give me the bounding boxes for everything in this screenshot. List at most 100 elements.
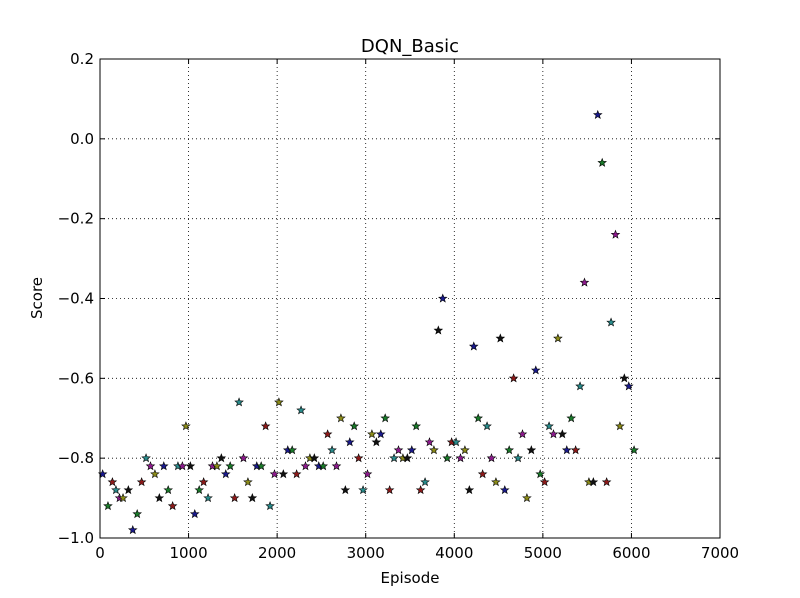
data-point bbox=[380, 413, 390, 423]
data-point bbox=[588, 477, 599, 487]
x-tick-label: 3000 bbox=[347, 544, 385, 562]
data-point bbox=[185, 461, 196, 471]
data-point bbox=[194, 485, 204, 495]
data-point bbox=[486, 453, 497, 463]
data-point bbox=[322, 429, 333, 439]
data-point bbox=[216, 453, 227, 463]
data-point bbox=[575, 381, 585, 391]
data-point bbox=[451, 437, 461, 447]
y-tick-label: 0.0 bbox=[70, 130, 94, 148]
y-tick-label: 0.2 bbox=[70, 50, 94, 68]
data-point bbox=[553, 333, 563, 343]
data-point bbox=[278, 469, 289, 479]
data-point bbox=[393, 445, 404, 455]
data-point bbox=[429, 445, 439, 455]
data-point bbox=[570, 445, 581, 455]
data-point bbox=[420, 477, 430, 487]
x-tick-label: 0 bbox=[95, 544, 105, 562]
data-point bbox=[557, 429, 568, 439]
data-point bbox=[327, 445, 337, 455]
data-point bbox=[103, 501, 113, 511]
data-point bbox=[597, 157, 607, 167]
data-point bbox=[384, 485, 395, 495]
data-point bbox=[535, 469, 545, 479]
data-point bbox=[189, 509, 200, 519]
data-point bbox=[411, 421, 421, 431]
data-point bbox=[460, 445, 470, 455]
data-point bbox=[495, 333, 506, 343]
data-point bbox=[402, 453, 413, 463]
data-point bbox=[473, 413, 483, 423]
data-point bbox=[234, 397, 244, 407]
data-point bbox=[141, 453, 151, 463]
data-point bbox=[274, 397, 284, 407]
data-point bbox=[118, 493, 128, 503]
y-axis-label: Score bbox=[28, 277, 46, 319]
data-points bbox=[97, 109, 639, 535]
data-point bbox=[247, 493, 258, 503]
data-point bbox=[340, 485, 351, 495]
y-tick-label: −0.2 bbox=[58, 210, 94, 228]
y-axis-ticks: −1.0 −0.8 −0.6 −0.4 −0.2 0.0 0.2 bbox=[58, 50, 720, 547]
data-point bbox=[167, 501, 178, 511]
data-point bbox=[371, 437, 382, 447]
data-point bbox=[477, 469, 488, 479]
data-point bbox=[615, 421, 625, 431]
data-point bbox=[437, 293, 448, 303]
data-point bbox=[344, 437, 355, 447]
x-tick-label: 7000 bbox=[701, 544, 739, 562]
data-point bbox=[203, 493, 213, 503]
data-point bbox=[406, 445, 417, 455]
data-point bbox=[362, 469, 373, 479]
data-point bbox=[610, 229, 621, 239]
data-point bbox=[468, 341, 479, 351]
chart-title: DQN_Basic bbox=[361, 36, 459, 57]
data-point bbox=[260, 421, 271, 431]
data-point bbox=[619, 373, 630, 383]
data-point bbox=[296, 405, 306, 415]
data-point bbox=[623, 381, 634, 391]
data-point bbox=[256, 461, 266, 471]
data-point bbox=[579, 277, 590, 287]
data-point bbox=[415, 485, 426, 495]
data-point bbox=[499, 485, 510, 495]
data-point bbox=[539, 477, 550, 487]
y-tick-label: −0.4 bbox=[58, 290, 94, 308]
data-point bbox=[111, 485, 121, 495]
data-point bbox=[127, 524, 138, 535]
data-point bbox=[265, 501, 275, 511]
data-point bbox=[513, 453, 523, 463]
data-point bbox=[455, 453, 466, 463]
data-point bbox=[287, 445, 297, 455]
data-point bbox=[561, 445, 572, 455]
data-point bbox=[238, 453, 249, 463]
data-point bbox=[150, 469, 160, 479]
x-axis-ticks: 0 1000 2000 3000 4000 5000 6000 7000 bbox=[95, 59, 739, 562]
x-tick-label: 5000 bbox=[524, 544, 562, 562]
data-point bbox=[482, 421, 492, 431]
data-point bbox=[517, 429, 528, 439]
data-point bbox=[291, 469, 302, 479]
data-point bbox=[548, 429, 559, 439]
data-point bbox=[522, 493, 532, 503]
data-point bbox=[629, 445, 639, 455]
data-point bbox=[163, 485, 173, 495]
data-point bbox=[491, 477, 501, 487]
data-point bbox=[389, 453, 399, 463]
data-point bbox=[123, 485, 134, 495]
data-point bbox=[349, 421, 359, 431]
data-point bbox=[336, 413, 346, 423]
data-point bbox=[601, 477, 612, 487]
data-point bbox=[566, 413, 576, 423]
data-point bbox=[424, 437, 435, 447]
data-point bbox=[606, 317, 616, 327]
data-point bbox=[530, 365, 541, 375]
data-point bbox=[198, 477, 209, 487]
data-point bbox=[433, 325, 444, 335]
data-point bbox=[158, 461, 169, 471]
data-point bbox=[300, 461, 311, 471]
data-point bbox=[464, 485, 475, 495]
data-point bbox=[367, 429, 377, 439]
data-point bbox=[592, 109, 603, 119]
